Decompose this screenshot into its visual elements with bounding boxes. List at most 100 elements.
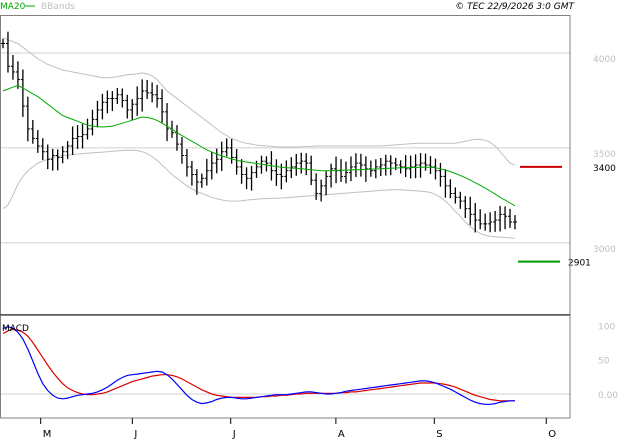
ohlc-bar [358,153,363,177]
ohlc-bar [90,109,95,136]
level-label-support: 2901 [568,259,591,269]
legend-ma20: MA20 [0,2,26,12]
ohlc-bar [229,138,234,164]
ohlc-bar [110,91,115,112]
ohlc-bar [433,158,438,180]
month-label: A [338,429,345,440]
ohlc-bar [353,153,358,177]
ohlc-bar [204,158,209,186]
ohlc-bar [45,144,50,170]
legend: MA20 BBands © TEC 22/9/2026 3:0 GMT [0,2,576,12]
month-label: S [436,429,442,440]
bbands-lower-line [2,149,516,239]
ohlc-bar [319,179,324,202]
ohlc-bar [309,155,314,186]
ohlc-bar [194,169,199,195]
ohlc-bar [388,155,393,176]
ohlc-bar [473,202,478,233]
ohlc-bar [343,161,348,184]
ohlc-bar [150,82,155,103]
ohlc-bar [334,156,339,184]
month-label: J [133,429,137,440]
price-gridlines [0,52,570,244]
month-label: M [43,429,52,440]
ohlc-bar [65,141,70,160]
macd-panel: MACD 100 50 0.00 [0,322,618,405]
ohlc-bar [508,208,513,228]
ohlc-bar [174,125,179,151]
ohlc-bar [135,86,140,116]
ohlc-bar [155,84,160,108]
ohlc-bar [274,159,279,186]
ohlc-bar [259,155,264,174]
ohlc-bar [324,170,329,196]
price-frame [0,15,571,316]
ohlc-bar [329,163,334,188]
ohlc-bar [30,120,35,144]
ohlc-bar [145,79,150,99]
ohlc-bar [443,169,448,198]
ohlc-bar [199,173,204,188]
price-tick-label: 3000 [593,245,616,255]
ohlc-bar [478,209,483,230]
ohlc-bar [279,163,284,190]
ohlc-bar [468,196,473,226]
price-bars [1,31,517,233]
bollinger-bands [2,37,516,239]
ohlc-bar [60,146,65,164]
month-label: J [232,429,236,440]
legend-bbands: BBands [41,2,75,12]
price-panel: 3400 2901 4000 3500 3000 [0,31,616,269]
macd-line [2,326,515,405]
ohlc-bar [140,79,145,112]
ohlc-bar [348,156,353,182]
ohlc-bar [304,153,309,176]
ohlc-bar [398,160,403,174]
chart-frames [0,15,571,419]
ohlc-bar [314,173,319,200]
bbands-upper-line [2,37,516,166]
ohlc-bar [189,161,194,186]
macd-tick-label: 100 [598,322,615,332]
ohlc-bar [125,94,130,119]
ohlc-bar [249,165,254,191]
ohlc-bar [35,130,40,153]
price-tick-label: 3500 [593,150,616,160]
price-axis-ticks: 4000 3500 3000 [593,55,616,255]
ohlc-bar [418,153,423,178]
ohlc-bar [483,213,488,231]
ohlc-bar [458,191,463,209]
ohlc-bar [378,157,383,177]
ohlc-bar [448,179,453,199]
ohlc-bar [284,160,289,183]
ohlc-bar [224,138,229,157]
macd-tick-label: 50 [598,357,610,367]
ohlc-bar [75,125,80,149]
month-label: O [548,429,556,440]
ohlc-bar [239,159,244,184]
ohlc-bar [80,123,85,149]
ohlc-bar [5,31,10,73]
ohlc-bar [130,99,135,120]
ohlc-bar [403,155,408,177]
ohlc-bar [160,89,165,123]
ohlc-bar [234,149,239,175]
ohlc-bar [413,154,418,179]
ohlc-bar [115,87,120,105]
ohlc-bar [184,149,189,177]
ohlc-bar [179,137,184,164]
ohlc-bar [453,187,458,204]
ohlc-bar [20,69,25,117]
ohlc-bar [294,153,299,176]
ohlc-bar [513,215,517,230]
macd-axis-ticks: 100 50 0.00 [598,322,618,401]
ohlc-bar [423,153,428,171]
ohlc-bar [383,154,388,176]
macd-frame [0,315,571,419]
ohlc-bar [1,38,5,49]
ohlc-bar [55,149,60,171]
ohlc-bar [498,205,503,232]
ohlc-bar [264,156,269,172]
ohlc-bar [15,61,20,89]
